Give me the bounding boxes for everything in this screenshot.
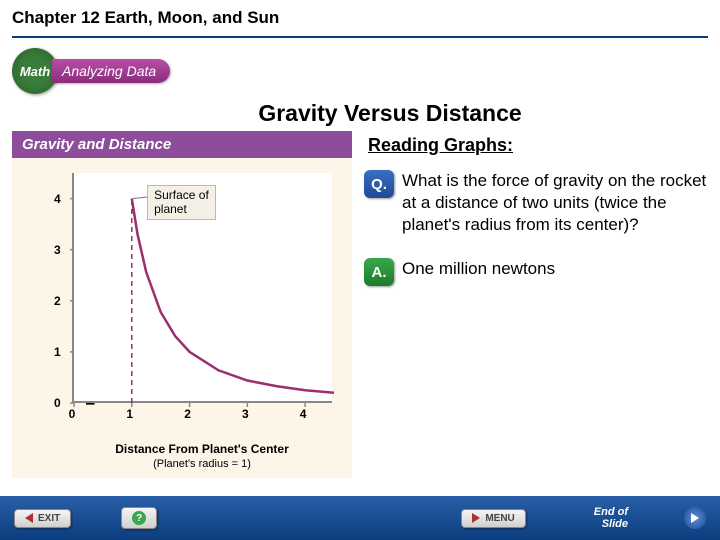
answer-text: One million newtons [402,258,555,280]
header-divider [12,36,708,38]
y-tick: 0 [54,396,61,410]
exit-arrow-icon [25,513,33,523]
main-title: Gravity Versus Distance [60,100,720,127]
surface-label-box: Surface ofplanet [147,185,216,219]
footer-bar: EXIT ? MENU End ofSlide [0,496,720,540]
x-axis-label: Distance From Planet's Center (Planet's … [72,442,332,470]
menu-arrow-icon [472,513,480,523]
chart-body: Force of Gravity on the Rocket (Million … [12,158,352,478]
exit-button[interactable]: EXIT [14,509,71,528]
x-tick: 1 [126,407,133,421]
help-icon: ? [132,511,146,525]
menu-button[interactable]: MENU [461,509,525,528]
chapter-title: Chapter 12 Earth, Moon, and Sun [12,8,708,28]
chart-panel: Gravity and Distance Force of Gravity on… [12,131,352,478]
exit-label: EXIT [38,513,60,524]
end-of-slide-label: End ofSlide [594,506,628,530]
analyzing-data-badge: Analyzing Data [52,59,170,83]
question-badge: Q. [364,170,394,198]
y-tick: 1 [54,345,61,359]
menu-label: MENU [485,513,514,524]
x-tick: 2 [184,407,191,421]
y-tick: 2 [54,294,61,308]
x-tick: 0 [69,407,76,421]
next-slide-button[interactable] [684,507,706,529]
x-tick: 3 [242,407,249,421]
y-tick: 4 [54,192,61,206]
help-button[interactable]: ? [121,507,157,529]
reading-graphs-heading: Reading Graphs: [368,135,708,156]
y-tick: 3 [54,243,61,257]
answer-badge: A. [364,258,394,286]
question-text: What is the force of gravity on the rock… [402,170,708,236]
next-arrow-icon [691,513,699,523]
x-tick: 4 [300,407,307,421]
chart-header: Gravity and Distance [12,131,352,158]
